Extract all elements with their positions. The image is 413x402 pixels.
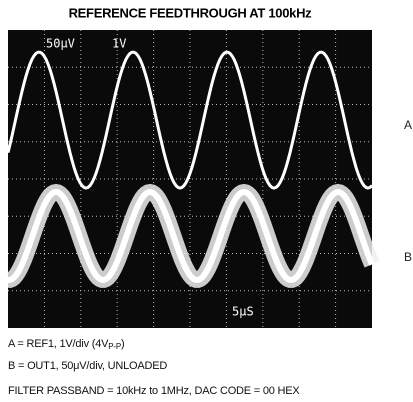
timebase: 5μS — [232, 305, 254, 319]
trace-label-b: B — [404, 250, 412, 264]
trace-b-core — [8, 188, 375, 283]
caption-a: A = REF1, 1V/div (4VP-P) — [8, 338, 124, 351]
caption-a-end: ) — [121, 338, 124, 350]
figure-title: REFERENCE FEEDTHROUGH AT 100kHz — [69, 5, 313, 20]
channel-b-scale: 50μV — [46, 37, 75, 51]
caption-b: B = OUT1, 50μV/div, UNLOADED — [8, 360, 167, 372]
trace-a — [6, 50, 374, 190]
caption-filter: FILTER PASSBAND = 10kHz to 1MHz, DAC COD… — [8, 385, 300, 397]
caption-a-sub: P-P — [108, 342, 121, 351]
caption-a-text: A = REF1, 1V/div (4V — [8, 338, 109, 350]
channel-a-scale: 1V — [112, 37, 126, 51]
trace-label-a: A — [404, 118, 412, 132]
